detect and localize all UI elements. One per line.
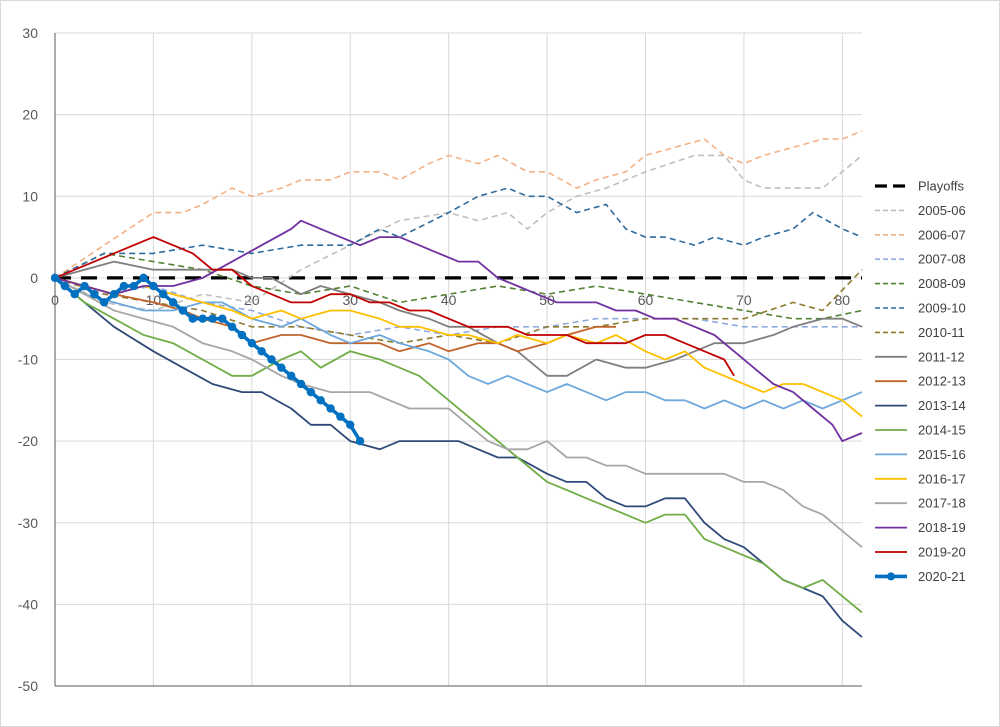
- data-point-2020-21: [286, 371, 296, 381]
- y-tick-label: -10: [18, 352, 38, 368]
- legend-label: 2012-13: [918, 374, 966, 389]
- y-tick-label: 10: [22, 188, 38, 204]
- series-line-2008-09: [54, 252, 863, 320]
- legend-label: 2016-17: [918, 471, 966, 486]
- data-point-2020-21: [208, 314, 217, 323]
- data-point-2020-21: [316, 396, 325, 405]
- data-point-2020-21: [306, 387, 316, 397]
- x-tick-label: 70: [736, 292, 752, 308]
- series-line-2006-07: [54, 130, 863, 279]
- legend-label: 2008-09: [918, 276, 966, 291]
- legend-label: 2018-19: [918, 520, 966, 535]
- data-point-2020-21: [149, 281, 158, 291]
- y-tick-label: -30: [18, 515, 38, 531]
- x-tick-label: 20: [244, 292, 260, 308]
- y-tick-label: 30: [22, 25, 38, 41]
- legend-label: 2013-14: [918, 398, 966, 413]
- data-point-2020-21: [257, 347, 266, 356]
- data-point-2020-21: [100, 298, 109, 307]
- legend-label: 2007-08: [918, 252, 966, 267]
- data-point-2020-21: [139, 273, 148, 283]
- x-tick-label: 0: [51, 292, 59, 308]
- x-tick-label: 60: [638, 292, 654, 308]
- legend-label: 2009-10: [918, 301, 966, 316]
- y-tick-label: -20: [18, 433, 38, 449]
- data-point-2020-21: [168, 298, 178, 307]
- data-point-2020-21: [198, 314, 207, 323]
- data-point-2020-21: [109, 290, 119, 299]
- series-lines: [50, 130, 863, 638]
- legend-label: 2006-07: [918, 227, 966, 242]
- data-point-2020-21: [60, 281, 70, 291]
- legend-label: 2011-12: [918, 349, 965, 364]
- data-point-2020-21: [247, 338, 257, 348]
- series-line-2017-18: [54, 277, 863, 548]
- data-point-2020-21: [50, 273, 60, 283]
- series-line-2016-17: [54, 277, 863, 418]
- data-point-2020-21: [178, 306, 188, 315]
- data-point-2020-21: [267, 355, 276, 364]
- data-point-2020-21: [237, 330, 247, 340]
- data-point-2020-21: [227, 322, 237, 332]
- data-point-2020-21: [355, 436, 365, 446]
- data-point-2020-21: [159, 290, 168, 299]
- data-point-2020-21: [346, 420, 355, 429]
- series-line-2019-20: [54, 236, 735, 377]
- legend-label: 2015-16: [918, 447, 966, 462]
- gridlines: [54, 32, 862, 687]
- y-axis-tick-labels: 30 20 10 0 -10 -20 -30 -40 -50: [18, 25, 38, 694]
- legend-label: 2010-11: [918, 325, 965, 340]
- x-tick-label: 10: [146, 292, 162, 308]
- legend-label: 2014-15: [918, 423, 966, 438]
- legend-label: 2017-18: [918, 496, 966, 511]
- legend-label: 2020-21: [918, 569, 966, 584]
- series-line-2005-06: [54, 154, 863, 312]
- data-point-2020-21: [90, 290, 99, 299]
- series-line-2018-19: [54, 219, 863, 442]
- data-point-2020-21: [218, 314, 227, 323]
- series-line-2013-14: [54, 277, 863, 638]
- legend-label: 2019-20: [918, 545, 966, 560]
- x-tick-label: 80: [835, 292, 851, 308]
- series-line-2015-16: [54, 277, 863, 410]
- legend-marker: [887, 572, 895, 581]
- x-tick-label: 40: [441, 292, 457, 308]
- legend-label: 2005-06: [918, 203, 966, 218]
- data-point-2020-21: [296, 379, 306, 389]
- legend-label: Playoffs: [918, 179, 965, 194]
- series-line-2010-11: [54, 269, 863, 344]
- y-tick-label: 20: [22, 107, 38, 123]
- series-line-2009-10: [54, 187, 863, 279]
- y-tick-label: -40: [18, 596, 38, 612]
- data-point-2020-21: [188, 314, 197, 323]
- data-point-2020-21: [119, 281, 129, 291]
- y-tick-label: 0: [30, 270, 38, 286]
- data-point-2020-21: [129, 281, 138, 291]
- axes: [54, 33, 862, 687]
- legend: Playoffs 2005-06 2006-07 2007-08 2008-09 2009…: [875, 179, 966, 584]
- data-point-2020-21: [277, 363, 286, 372]
- data-point-2020-21: [70, 290, 79, 299]
- y-tick-label: -50: [18, 678, 38, 694]
- data-point-2020-21: [326, 404, 335, 413]
- data-point-2020-21: [80, 281, 89, 291]
- data-point-2020-21: [336, 412, 345, 421]
